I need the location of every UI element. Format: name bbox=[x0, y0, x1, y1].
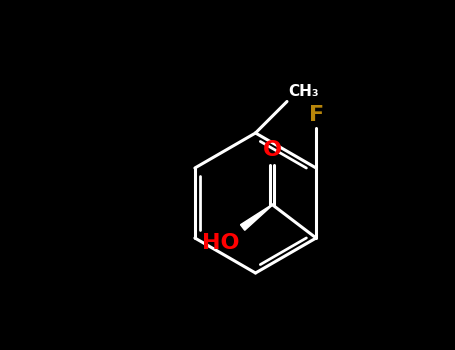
Text: HO: HO bbox=[202, 233, 239, 253]
Polygon shape bbox=[241, 204, 273, 230]
Text: CH₃: CH₃ bbox=[289, 84, 319, 99]
Text: F: F bbox=[308, 105, 324, 125]
Text: O: O bbox=[263, 140, 282, 160]
